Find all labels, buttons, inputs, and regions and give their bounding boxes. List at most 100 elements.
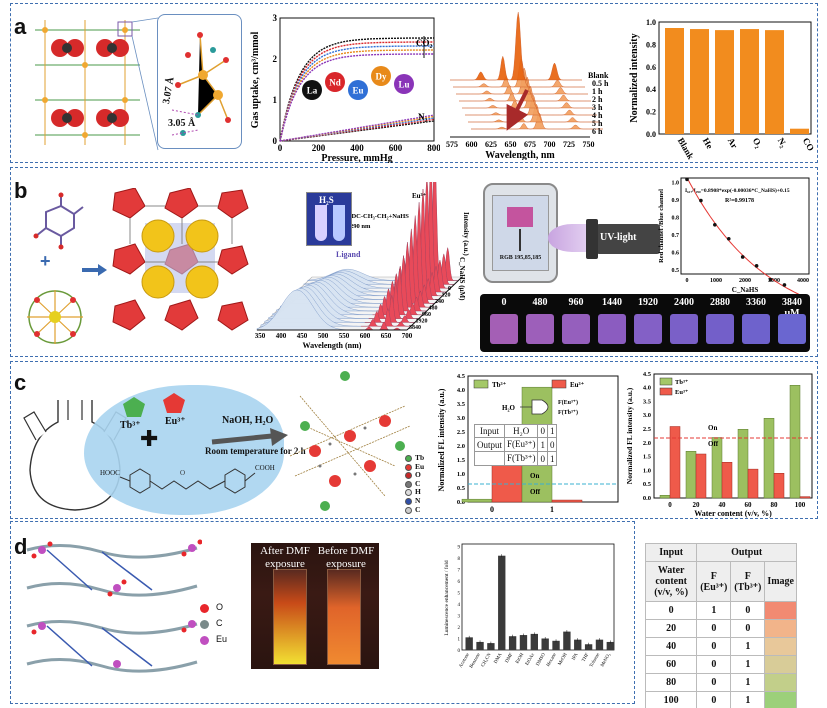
c-logic-ytick: 4.5 bbox=[457, 373, 466, 380]
c-logic-ytick: 2.5 bbox=[457, 429, 466, 436]
d-bar-xtick: Hexane bbox=[546, 653, 558, 668]
b-arrow-icon bbox=[82, 264, 107, 276]
a-spec-xtick: 575 bbox=[446, 140, 458, 149]
a-bar-xtick: CO bbox=[801, 136, 815, 153]
c-legend-dot bbox=[405, 480, 412, 488]
b-fit-point bbox=[782, 283, 787, 287]
c-water-bar-eu bbox=[747, 468, 759, 499]
d-bar-0 bbox=[465, 637, 473, 650]
panel-label-a: a bbox=[14, 14, 27, 39]
c-water-bar-tb bbox=[763, 418, 775, 499]
b-eu-label: Eu³⁺ bbox=[412, 192, 427, 200]
b-fit-chart: Red channel /Blue channel C_NaHS I₆₁₇/I₂… bbox=[658, 177, 810, 294]
b-fit-xtick: 0 bbox=[686, 278, 689, 284]
b-fit-eq: I₆₁₇/I₂₉₀=0.8908*exp(-0.00036*C_NaHS)+0.… bbox=[685, 187, 790, 194]
b-fit-xtick: 1000 bbox=[710, 278, 722, 284]
c-legend-label: C bbox=[415, 504, 421, 514]
c-legend-label: N bbox=[415, 496, 421, 505]
c-water-on: On bbox=[708, 424, 717, 432]
a-bar-ytick: 1.0 bbox=[646, 18, 656, 27]
b-fit-r2: R²=0.99178 bbox=[725, 198, 754, 204]
c-eu-label: Eu³⁺ bbox=[165, 416, 186, 427]
a-iso-xtick: 0 bbox=[278, 143, 283, 153]
b-fit-xtick: 3000 bbox=[768, 278, 780, 284]
d-bar-11 bbox=[584, 644, 593, 650]
b-vial-label: H₂S bbox=[319, 195, 334, 205]
d-legend-label: C bbox=[216, 618, 223, 628]
c-logic-ytick: 2.0 bbox=[457, 443, 465, 450]
d-truth-header-input: Input bbox=[644, 543, 698, 562]
c-water-ytick: 2.0 bbox=[643, 440, 651, 447]
a-iso-n2-series-Nd bbox=[279, 118, 435, 142]
d-truth-tb: 1 bbox=[730, 691, 766, 708]
a-iso-xtick: 800 bbox=[427, 143, 440, 153]
b-plus-icon: + bbox=[40, 251, 51, 271]
d-bar-13 bbox=[606, 641, 614, 650]
b-spec-ylabel: Intensity (a.u.) bbox=[462, 212, 470, 256]
d-truth-subheader-row: Water content (v/v, %) F (Eu³⁺) F (Tb³⁺) Im… bbox=[644, 561, 797, 602]
b-spec-ztick: 1920 bbox=[416, 319, 428, 325]
b-uv-label: UV-light bbox=[600, 232, 637, 243]
c-logic-table-cell: 1 bbox=[546, 424, 558, 438]
a-spec-xtick: 675 bbox=[524, 140, 536, 149]
b-strip-square bbox=[670, 314, 698, 344]
d-legend-dot bbox=[200, 604, 209, 613]
d-truth-eu: 0 bbox=[696, 691, 732, 708]
d-bar-xtick: THF bbox=[581, 652, 590, 663]
a-zoom-box bbox=[157, 14, 242, 149]
b-strip-label: 1440 bbox=[602, 297, 622, 308]
d-bar-xtick: CH₃CN bbox=[481, 652, 493, 668]
a-bar-3 bbox=[740, 29, 759, 135]
c-water-legend-tb: Tb³⁺ bbox=[675, 379, 688, 386]
a-iso-legend-dot-Dy bbox=[371, 66, 391, 86]
c-water-xtick: 0 bbox=[668, 501, 672, 509]
d-truth-eu: 1 bbox=[696, 601, 732, 620]
c-logic-xtick: 1 bbox=[550, 505, 554, 514]
b-strip-label: 480 bbox=[532, 297, 548, 308]
c-logic-table-row: F(Tb³⁺) 0 1 bbox=[473, 451, 558, 466]
c-logic-bar-tb bbox=[461, 498, 493, 503]
a-spec-xtick: 625 bbox=[485, 140, 497, 149]
a-spec-xtick: 750 bbox=[583, 140, 595, 149]
a-iso-n2: N₂ bbox=[418, 112, 427, 122]
d-truth-image-swatch bbox=[764, 619, 797, 638]
b-strip-label: 0 bbox=[501, 297, 507, 308]
d-truth-row: 20 0 0 bbox=[644, 619, 797, 638]
b-fit-ytick: 0.7 bbox=[672, 233, 680, 239]
a-iso-ytick: 1 bbox=[273, 95, 278, 105]
d-truth-table: Input Output Water content (v/v, %) F (Eu³⁺… bbox=[644, 543, 797, 708]
d-bar-xtick: Benzene bbox=[469, 653, 482, 670]
c-logic-legend-tb: Tb³⁺ bbox=[492, 381, 507, 389]
a-bar-xtick: He bbox=[701, 136, 715, 151]
c-water-xlabel: Water content (v/v, %) bbox=[694, 509, 772, 518]
a-iso-co2-series-La bbox=[279, 37, 434, 142]
a-bar-xtick: N₂ bbox=[776, 136, 789, 149]
d-legend-label: O bbox=[216, 602, 224, 612]
b-vial-2 bbox=[333, 205, 345, 241]
c-gate-in: H₂O bbox=[502, 404, 516, 412]
c-logic-xtick: 0 bbox=[490, 505, 494, 514]
a-spec-series-label: 0.5 h bbox=[592, 79, 609, 88]
d-truth-eu: 0 bbox=[696, 655, 732, 674]
d-truth-water: 100 bbox=[644, 691, 698, 708]
c-logic-ylabel: Normalized FL intensity (a.u.) bbox=[437, 388, 446, 491]
a-bar-1 bbox=[690, 29, 709, 135]
a-iso-n2-series-Dy bbox=[279, 115, 435, 142]
a-iso-co2-series-Eu bbox=[279, 45, 434, 142]
d-bar-xtick: DMF bbox=[505, 652, 515, 664]
c-water-ylabel: Normalized FL intensity (a.u.) bbox=[625, 387, 634, 484]
a-isotherm-chart: Gas uptake, cm³/mmol Pressure, mmHg 0 200… bbox=[250, 13, 440, 163]
c-logic-table-cell: 1 bbox=[546, 451, 558, 466]
b-fit-point bbox=[726, 236, 731, 241]
d-bar-7 bbox=[541, 638, 549, 650]
panel-label-d: d bbox=[14, 534, 28, 559]
b-cluster bbox=[27, 290, 83, 344]
c-water-xtick: 20 bbox=[693, 501, 701, 509]
c-water-xtick: 60 bbox=[745, 501, 753, 509]
d-bar-2 bbox=[487, 643, 495, 650]
c-legend-label: Eu bbox=[415, 461, 425, 471]
a-iso-co2-series-Dy bbox=[279, 49, 434, 142]
b-spec-ztick: 3840 bbox=[409, 325, 421, 331]
c-water-bar-tb bbox=[737, 429, 749, 499]
